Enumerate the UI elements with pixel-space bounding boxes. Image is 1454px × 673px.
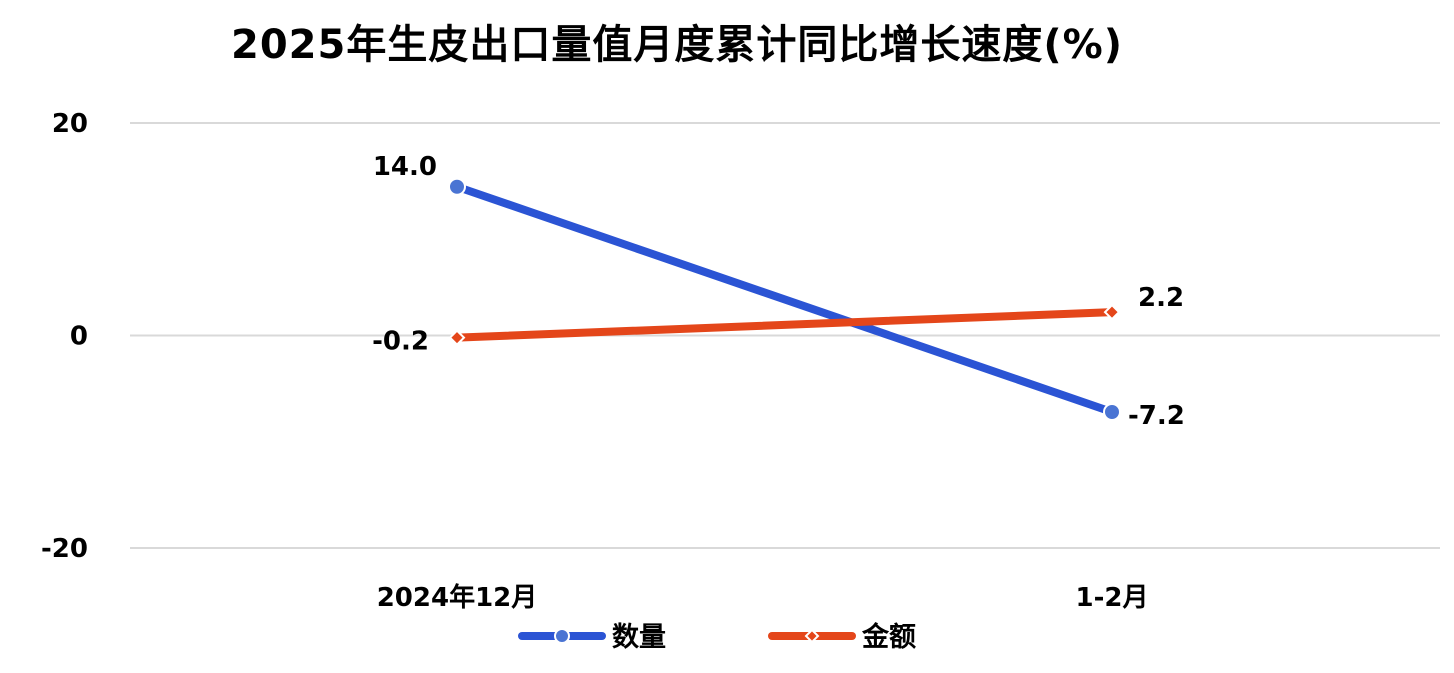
- data-labels: 14.0 -7.2 -0.2 2.2: [372, 152, 1185, 431]
- data-label: 14.0: [373, 152, 437, 182]
- data-label: -7.2: [1128, 401, 1185, 431]
- data-label: -0.2: [372, 327, 429, 357]
- legend: 数量 金额: [518, 621, 916, 653]
- chart-title: 2025年生皮出口量值月度累计同比增长速度(%): [231, 22, 1123, 68]
- data-point: [1103, 403, 1121, 421]
- y-axis-tick-labels: 20 0 -20: [41, 109, 88, 564]
- data-point: [448, 177, 466, 196]
- y-tick-label: 0: [70, 322, 88, 352]
- gridlines: [130, 122, 1440, 549]
- data-point: [448, 329, 466, 347]
- series-line-1: [453, 182, 1116, 416]
- series-line-2: [453, 308, 1116, 342]
- legend-label: 金额: [861, 621, 916, 653]
- y-tick-label: -20: [41, 534, 88, 564]
- y-tick-label: 20: [52, 109, 88, 139]
- data-point: [804, 628, 820, 644]
- data-label: 2.2: [1138, 283, 1184, 313]
- x-tick-label: 2024年12月: [377, 582, 538, 613]
- series-lines: [448, 177, 1121, 421]
- x-tick-label: 1-2月: [1076, 583, 1149, 613]
- legend-label: 数量: [612, 622, 666, 653]
- x-axis-tick-labels: 2024年12月 1-2月: [377, 582, 1149, 613]
- data-point: [554, 628, 570, 644]
- data-point: [1103, 303, 1121, 321]
